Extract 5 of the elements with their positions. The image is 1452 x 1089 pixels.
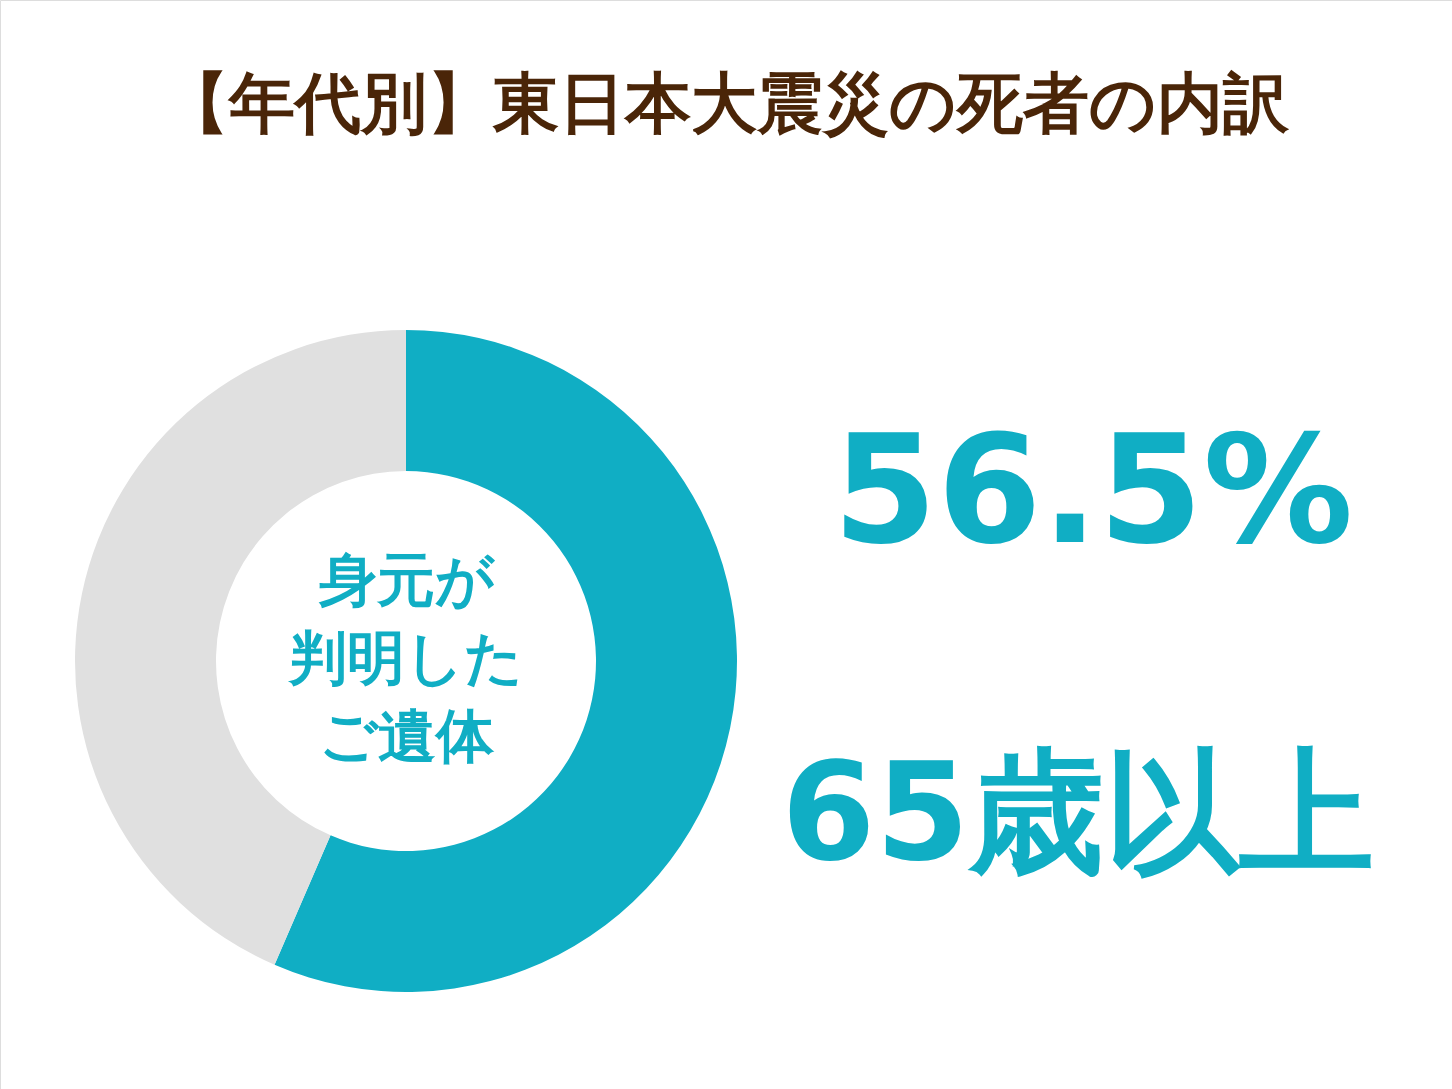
- chart-title: 【年代別】東日本大震災の死者の内訳: [163, 65, 1290, 142]
- text: 身元が判明したご遺体: [287, 546, 523, 770]
- slice-label: 65歳以上: [781, 734, 1375, 891]
- donut-slice: [274, 330, 737, 992]
- data-label: 56.5%: [832, 403, 1354, 577]
